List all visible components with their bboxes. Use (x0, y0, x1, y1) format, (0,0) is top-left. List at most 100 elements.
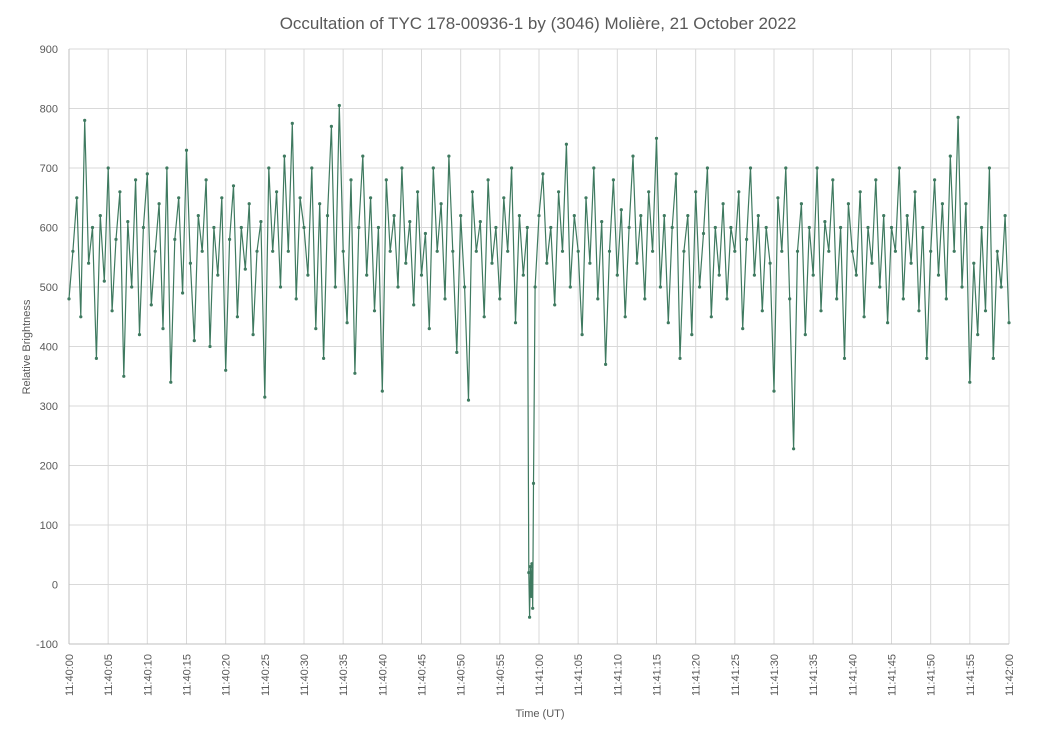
x-tick-label: 11:41:00 (534, 654, 546, 696)
data-point (713, 225, 717, 230)
x-tick-label: 11:40:45 (417, 654, 429, 696)
x-tick-label: 11:41:30 (769, 654, 781, 696)
data-point (921, 225, 925, 230)
data-point (533, 285, 537, 289)
data-point (549, 225, 553, 230)
data-point (184, 148, 189, 152)
data-point (956, 115, 960, 119)
y-tick-label: -100 (36, 639, 58, 651)
data-point (181, 291, 185, 295)
data-point (752, 273, 757, 277)
data-point (760, 309, 764, 313)
data-point (964, 202, 968, 206)
data-point (686, 214, 690, 218)
data-point (521, 273, 525, 277)
data-point (267, 166, 271, 170)
data-point (619, 208, 623, 212)
data-point (560, 249, 565, 253)
data-point (447, 154, 451, 158)
data-point (983, 309, 988, 313)
data-point (243, 267, 247, 271)
data-point (748, 166, 753, 170)
data-point (302, 225, 306, 230)
y-tick-label: 800 (40, 104, 58, 116)
data-point (294, 297, 298, 301)
data-point (137, 333, 142, 337)
data-point (161, 327, 165, 331)
data-point (670, 225, 674, 230)
data-point (369, 196, 373, 200)
data-point (98, 214, 102, 218)
data-point (443, 297, 447, 301)
data-point (529, 594, 533, 599)
data-point (846, 202, 851, 206)
data-point (474, 249, 478, 253)
data-point (372, 309, 377, 313)
brightness-series (67, 103, 1011, 619)
data-point (470, 190, 474, 194)
data-point (110, 309, 114, 313)
data-point (694, 190, 698, 194)
data-point (282, 154, 286, 158)
data-point (925, 356, 929, 360)
data-point (102, 279, 106, 283)
data-point (631, 154, 635, 158)
data-point (126, 220, 130, 224)
data-point (247, 202, 251, 206)
data-point (455, 350, 459, 354)
x-tick-label: 11:40:10 (142, 654, 154, 696)
y-tick-label: 0 (52, 580, 58, 592)
data-point (271, 249, 275, 253)
data-point (604, 362, 608, 366)
data-point (451, 249, 455, 253)
data-point (623, 315, 627, 319)
data-point (823, 220, 827, 224)
data-point (134, 178, 138, 182)
y-tick-label: 500 (40, 282, 58, 294)
data-point (553, 303, 557, 307)
data-point (145, 172, 149, 176)
data-point (733, 249, 737, 253)
x-tick-label: 11:40:20 (221, 654, 233, 696)
data-point (388, 249, 392, 253)
data-point (639, 214, 643, 218)
data-point (498, 297, 502, 301)
data-point (807, 225, 811, 230)
data-point (952, 249, 956, 253)
data-point (528, 565, 533, 569)
data-point (87, 261, 91, 265)
data-point (596, 297, 600, 301)
data-point (423, 231, 427, 236)
data-point (157, 202, 161, 206)
data-point (811, 273, 815, 277)
data-point (333, 285, 337, 289)
data-point (858, 190, 862, 194)
data-point (690, 333, 694, 337)
data-point (580, 333, 584, 337)
data-point (893, 249, 898, 253)
data-point (528, 615, 532, 619)
x-axis-tick-labels: 11:40:00 11:40:05 11:40:10 11:40:15 11:40:20… (64, 654, 1016, 696)
data-point (901, 297, 905, 301)
x-tick-label: 11:40:50 (456, 654, 468, 696)
x-tick-label: 11:40:00 (64, 654, 76, 696)
data-point (987, 166, 992, 170)
data-point (635, 261, 639, 265)
y-tick-label: 200 (40, 461, 58, 473)
data-point (169, 380, 173, 384)
data-point (177, 196, 181, 200)
data-point (741, 327, 745, 331)
data-point (564, 142, 569, 146)
data-point (216, 273, 220, 277)
data-point (878, 285, 882, 289)
data-point (819, 309, 823, 313)
data-point (725, 297, 729, 301)
data-point (584, 196, 588, 200)
data-point (196, 214, 200, 218)
data-point (392, 214, 396, 218)
data-point (854, 273, 858, 277)
data-point (431, 166, 435, 170)
data-point (654, 136, 659, 140)
data-point (568, 285, 572, 289)
